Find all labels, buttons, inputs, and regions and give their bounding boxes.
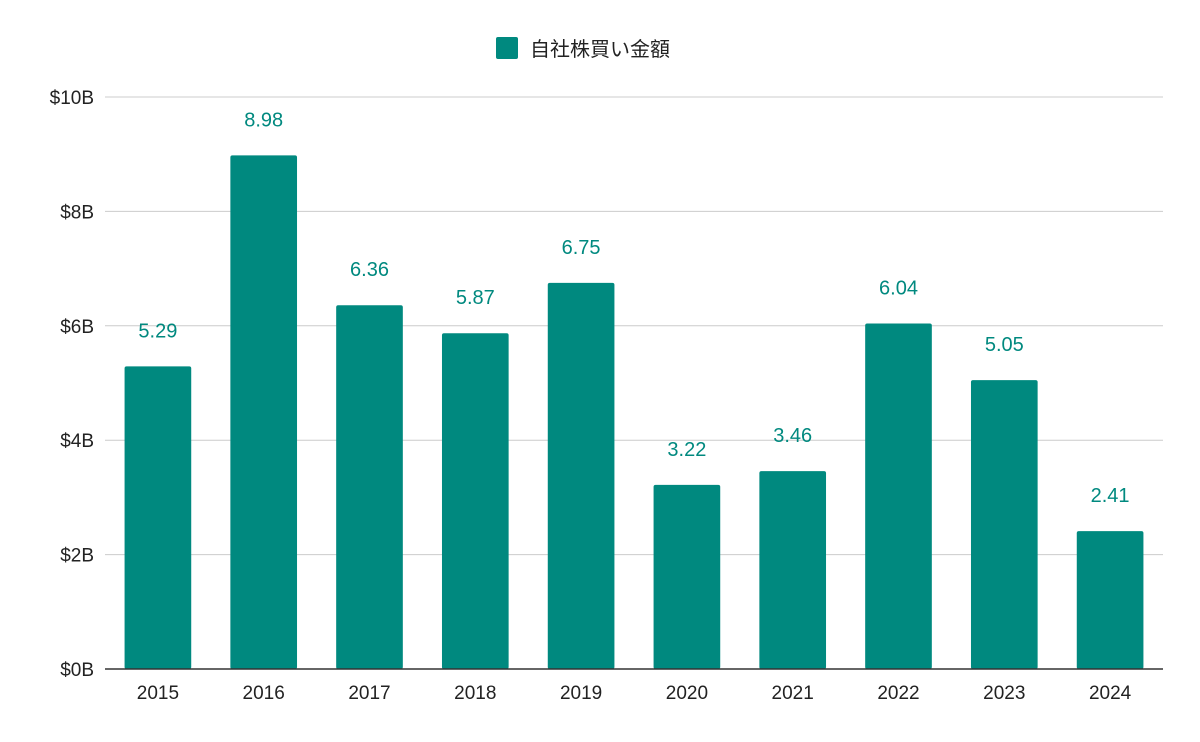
bar [441, 333, 509, 669]
data-label: 5.29 [138, 320, 177, 342]
y-tick-label: $6B [60, 317, 94, 338]
x-tick-label: 2020 [666, 683, 708, 704]
y-tick-label: $10B [50, 88, 94, 109]
x-tick-label: 2015 [137, 683, 179, 704]
bar [1076, 531, 1144, 669]
data-label: 3.46 [773, 425, 812, 447]
bar [653, 484, 721, 669]
x-tick-label: 2018 [454, 683, 496, 704]
x-tick-label: 2023 [983, 683, 1025, 704]
x-tick-label: 2022 [877, 683, 919, 704]
data-label: 6.04 [879, 278, 918, 300]
data-label: 6.36 [350, 259, 389, 281]
legend-label: 自社株買い金額 [530, 38, 670, 61]
data-labels: 5.29 8.98 6.36 5.87 6.75 3.22 3.46 6.04 5.05 2.41 [138, 109, 1129, 507]
x-axis-ticks: 2015 2016 2017 2018 2019 2020 2021 2022 2023 2024 [137, 683, 1132, 704]
bar [230, 155, 298, 669]
x-tick-label: 2021 [772, 683, 814, 704]
x-tick-label: 2017 [348, 683, 390, 704]
legend: 自社株買い金額 [496, 37, 670, 61]
y-tick-label: $2B [60, 546, 94, 567]
bar [759, 471, 827, 669]
data-label: 8.98 [244, 109, 283, 131]
x-tick-label: 2019 [560, 683, 602, 704]
y-axis-ticks: $0B $2B $4B $6B $8B $10B [50, 88, 94, 681]
legend-swatch [496, 37, 518, 59]
x-tick-label: 2016 [243, 683, 285, 704]
data-label: 5.05 [985, 334, 1024, 356]
data-label: 5.87 [456, 287, 495, 309]
bar [547, 282, 615, 669]
bars [124, 155, 1144, 669]
data-label: 3.22 [667, 439, 706, 461]
y-tick-label: $4B [60, 431, 94, 452]
data-label: 6.75 [562, 237, 601, 259]
bar [336, 305, 403, 669]
bar [970, 380, 1038, 669]
bar [865, 323, 932, 669]
data-label: 2.41 [1091, 485, 1130, 507]
y-tick-label: $8B [60, 202, 94, 223]
x-tick-label: 2024 [1089, 683, 1132, 704]
bar [124, 366, 192, 669]
y-tick-label: $0B [60, 660, 94, 681]
